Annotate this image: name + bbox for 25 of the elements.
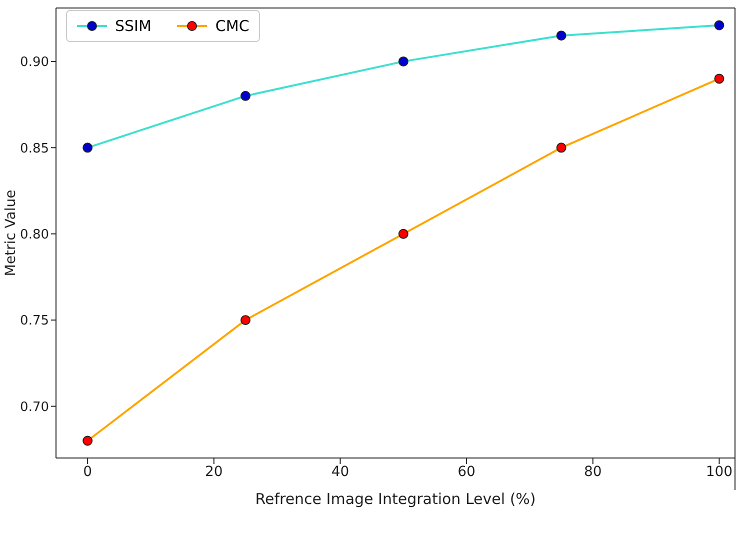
x-axis-title: Refrence Image Integration Level (%) [255, 490, 536, 508]
legend-label: SSIM [115, 17, 152, 35]
y-axis-title: Metric Value [2, 190, 19, 276]
point [240, 315, 250, 326]
point [82, 142, 93, 153]
point [556, 30, 566, 41]
legend-label: CMC [215, 17, 250, 35]
x-tick-label: 100 [706, 464, 733, 480]
y-tick-label: 0.75 [20, 314, 49, 329]
point [240, 90, 250, 101]
point [398, 228, 408, 239]
x-tick-label: 20 [204, 464, 223, 480]
point [82, 436, 93, 446]
point [556, 142, 566, 153]
y-tick-label: 0.90 [20, 55, 49, 70]
point [714, 74, 724, 84]
x-tick-label: 80 [584, 464, 602, 480]
x-tick-label: 60 [458, 464, 476, 480]
y-tick-label: 0.70 [20, 400, 49, 415]
y-tick-label: 0.85 [20, 141, 49, 156]
y-tick-label: 0.80 [20, 227, 49, 242]
x-tick-label: 0 [83, 464, 92, 480]
x-tick-label: 40 [331, 464, 350, 480]
point [714, 20, 724, 30]
point [398, 56, 408, 66]
